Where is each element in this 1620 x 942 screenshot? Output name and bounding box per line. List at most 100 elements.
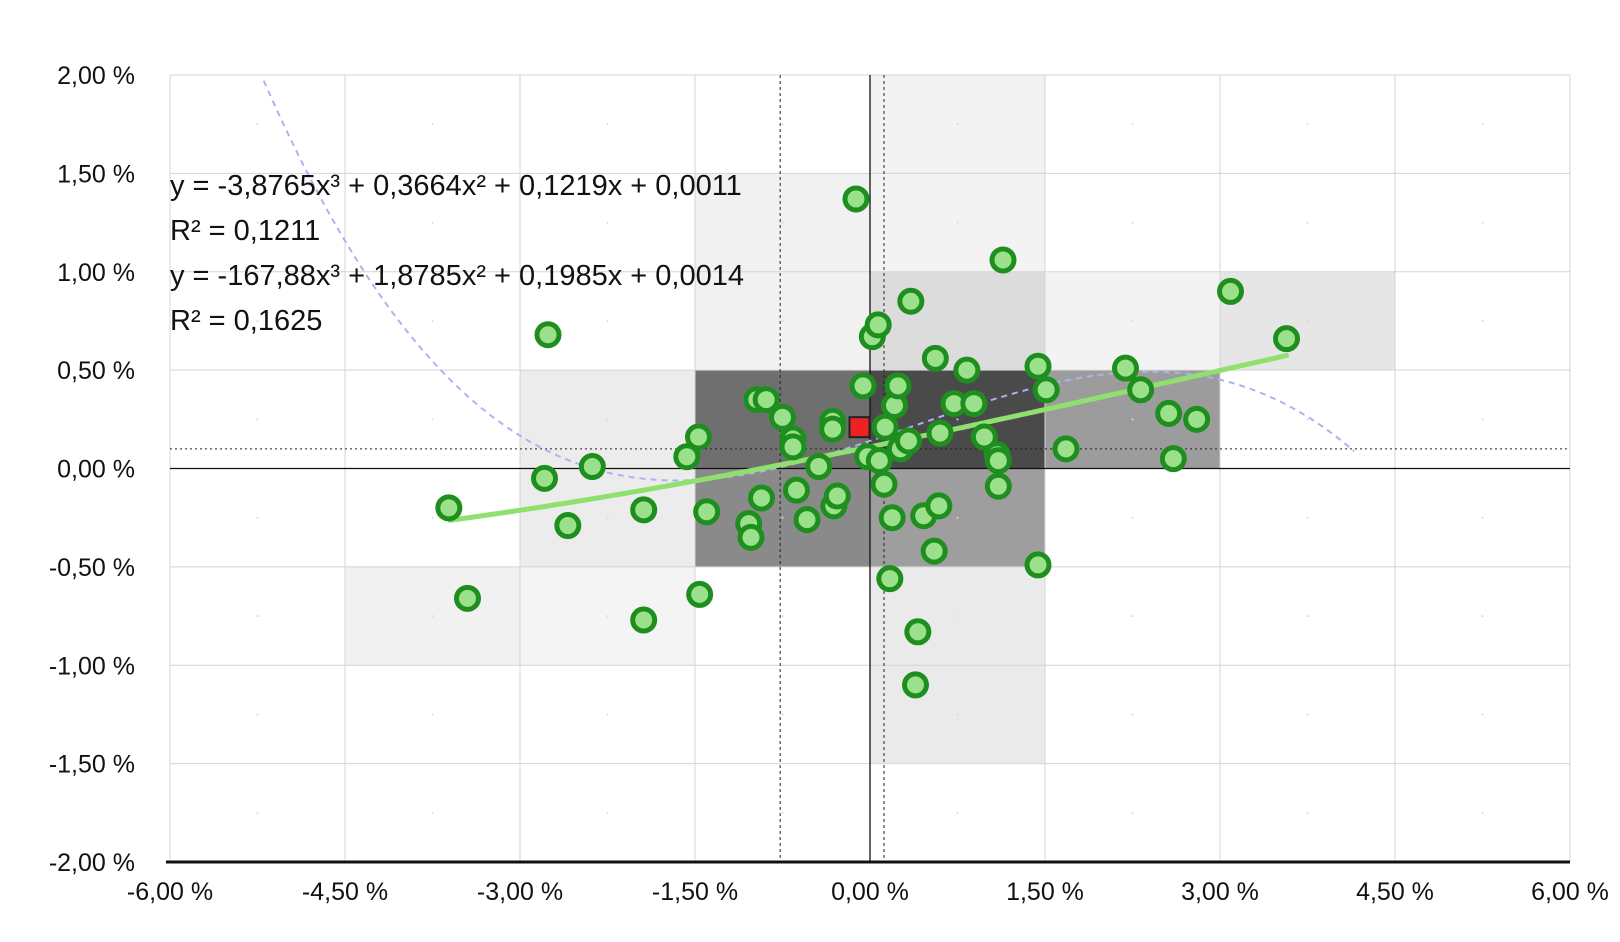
data-point-27: [842, 185, 870, 213]
data-point-45: [920, 537, 948, 565]
data-point-58: [1024, 551, 1052, 579]
minor-grid-dot: [1481, 713, 1484, 716]
data-point-1: [454, 584, 481, 612]
data-point-65: [1183, 405, 1211, 433]
minor-grid-dot: [431, 713, 434, 716]
minor-grid-dot: [1131, 221, 1134, 224]
data-point-66: [1217, 277, 1244, 305]
minor-grid-dot: [781, 811, 784, 814]
data-point-40: [895, 427, 922, 455]
minor-grid-dot: [781, 123, 784, 126]
data-point-13: [737, 523, 765, 551]
minor-grid-dot: [431, 615, 434, 618]
minor-grid-dot: [1306, 123, 1309, 126]
data-points: [435, 185, 1300, 699]
y-tick-label-5: -0,50 %: [49, 554, 135, 582]
data-point-2: [531, 464, 558, 492]
minor-grid-dot: [781, 516, 784, 519]
x-tick-label-7: 4,50 %: [1356, 878, 1434, 906]
data-point-51: [960, 390, 988, 418]
minor-grid-dot: [1306, 516, 1309, 519]
minor-grid-dot: [1481, 123, 1484, 126]
minor-grid-dot: [256, 418, 259, 421]
minor-grid-dot: [431, 418, 434, 421]
minor-grid-dot: [1306, 319, 1309, 322]
data-point-4: [554, 512, 582, 540]
data-point-54: [984, 447, 1012, 475]
minor-grid-dot: [256, 615, 259, 618]
minor-grid-dot: [606, 221, 609, 224]
minor-grid-dot: [1131, 319, 1134, 322]
data-point-59: [1032, 376, 1060, 404]
data-point-62: [1127, 376, 1155, 404]
minor-grid-dot: [606, 713, 609, 716]
data-point-34: [871, 413, 899, 441]
fit-2-r2: R² = 0,1625: [170, 305, 322, 337]
data-point-26: [823, 482, 851, 510]
minor-grid-dot: [1306, 713, 1309, 716]
y-tick-label-3: 0,50 %: [57, 357, 135, 385]
minor-grid-dot: [956, 221, 959, 224]
y-tick-label-1: 1,50 %: [57, 160, 135, 188]
fit-2-equation: y = -167,88x³ + 1,8785x² + 0,1985x + 0,0…: [170, 260, 744, 292]
minor-grid-dot: [781, 319, 784, 322]
y-tick-label-6: -1,00 %: [49, 652, 135, 680]
data-point-43: [904, 618, 932, 646]
data-point-60: [1052, 435, 1080, 463]
y-tick-label-4: 0,00 %: [57, 456, 135, 484]
data-point-55: [984, 472, 1012, 500]
tick-labels: -6,00 % -4,50 % -3,00 % -1,50 % 0,00 % 1,50 %…: [49, 62, 1609, 906]
minor-grid-dot: [606, 516, 609, 519]
data-point-0: [435, 494, 463, 522]
data-point-42: [902, 671, 929, 699]
minor-grid-dot: [956, 615, 959, 618]
data-point-16: [752, 386, 780, 414]
data-point-64: [1159, 445, 1187, 473]
x-tick-label-1: -4,50 %: [302, 878, 388, 906]
minor-grid-dot: [1481, 221, 1484, 224]
minor-grid-dot: [1306, 811, 1309, 814]
data-point-67: [1273, 325, 1300, 353]
data-point-8: [673, 443, 701, 471]
highlight-marker-group: [848, 416, 871, 439]
minor-grid-dot: [1131, 123, 1134, 126]
minor-grid-dot: [606, 123, 609, 126]
x-tick-label-5: 1,50 %: [1006, 878, 1084, 906]
minor-grid-dot: [1131, 615, 1134, 618]
fit-1-equation: y = -3,8765x³ + 0,3664x² + 0,1219x + 0,0…: [170, 170, 742, 202]
x-tick-label-8: 6,00 %: [1531, 878, 1609, 906]
minor-grid-dot: [256, 516, 259, 519]
data-point-9: [685, 423, 712, 451]
data-point-63: [1155, 399, 1183, 427]
minor-grid-dot: [431, 123, 434, 126]
minor-grid-dot: [956, 123, 959, 126]
fit-1-r2: R² = 0,1211: [170, 215, 320, 247]
data-point-21: [793, 506, 821, 534]
data-point-52: [970, 423, 998, 451]
data-point-50: [953, 356, 981, 384]
minor-grid-dot: [781, 221, 784, 224]
minor-grid-dot: [256, 713, 259, 716]
data-point-28: [849, 372, 877, 400]
data-point-41: [897, 287, 925, 315]
minor-grid-dot: [1481, 615, 1484, 618]
data-point-56: [989, 246, 1017, 274]
data-point-36: [878, 504, 906, 532]
data-point-48: [926, 419, 954, 447]
minor-grid-dot: [956, 319, 959, 322]
minor-grid-dot: [431, 811, 434, 814]
data-point-24: [819, 415, 847, 443]
minor-grid-dot: [1131, 418, 1134, 421]
minor-grid-dot: [1131, 516, 1134, 519]
minor-grid-dot: [606, 811, 609, 814]
minor-grid-dot: [606, 319, 609, 322]
data-point-17: [769, 403, 796, 431]
minor-grid-dot: [256, 319, 259, 322]
data-point-35: [876, 565, 904, 593]
minor-grid-dot: [606, 615, 609, 618]
minor-grid-dot: [431, 221, 434, 224]
data-point-10: [686, 580, 714, 608]
minor-grid-dot: [256, 123, 259, 126]
